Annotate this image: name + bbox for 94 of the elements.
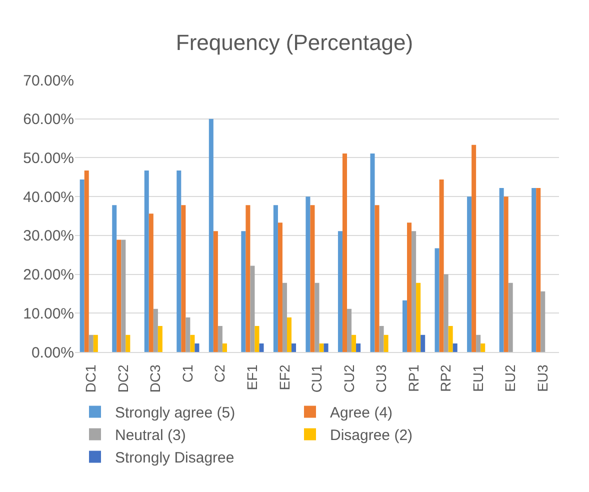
bar — [480, 343, 486, 352]
bar — [250, 266, 255, 352]
x-tick-label: DC2 — [114, 364, 131, 393]
bar — [452, 343, 458, 352]
bar — [218, 326, 222, 352]
bar — [476, 334, 481, 352]
bar — [126, 334, 130, 352]
y-tick-label: 40.00% — [23, 188, 74, 206]
chart-title: Frequency (Percentage) — [176, 30, 414, 55]
bar — [222, 343, 227, 352]
bar — [121, 240, 126, 352]
bar — [144, 170, 149, 352]
bar — [213, 231, 218, 352]
x-tick-label: DC3 — [147, 364, 164, 393]
y-tick-label: 20.00% — [23, 266, 74, 284]
bar — [536, 188, 541, 352]
legend-label: Strongly agree (5) — [115, 404, 236, 422]
bar — [241, 231, 246, 352]
bar — [310, 205, 315, 352]
bar — [374, 205, 380, 352]
bar — [314, 282, 320, 352]
x-tick-label: EU2 — [502, 364, 518, 392]
x-tick-label: C1 — [179, 364, 196, 383]
bar — [273, 205, 278, 352]
bar — [499, 188, 504, 352]
bar — [84, 170, 89, 352]
bar — [434, 248, 440, 352]
bar — [444, 274, 448, 352]
x-tick-label: RP1 — [405, 364, 422, 392]
y-tick-label: 10.00% — [23, 305, 74, 322]
x-tick-label: EF1 — [244, 364, 260, 390]
bar — [186, 317, 190, 352]
bar — [254, 326, 260, 352]
bar — [286, 317, 292, 352]
bar — [402, 300, 408, 352]
bar — [416, 282, 421, 352]
x-tick-label: RP2 — [438, 364, 454, 392]
legend-label: Disagree (2) — [330, 427, 413, 444]
bar — [148, 214, 154, 352]
bar — [467, 196, 472, 352]
bar — [384, 334, 388, 352]
bar — [356, 343, 361, 352]
bar — [532, 188, 536, 352]
bar — [80, 179, 84, 352]
bar — [176, 170, 182, 352]
legend-label: Neutral (3) — [115, 427, 186, 444]
bar — [208, 118, 214, 352]
bar — [412, 231, 416, 352]
bar — [306, 196, 310, 352]
bar — [472, 144, 476, 352]
legend-label: Agree (4) — [330, 404, 393, 422]
legend-label: Strongly Disagree — [115, 450, 234, 467]
bar — [448, 326, 453, 352]
bar — [282, 282, 287, 352]
bar — [338, 231, 342, 352]
bar — [504, 196, 508, 352]
bar — [112, 205, 117, 352]
y-tick-label: 60.00% — [23, 111, 74, 128]
bar — [407, 222, 412, 352]
bar — [116, 240, 122, 352]
bar — [292, 343, 296, 352]
bar — [370, 153, 375, 352]
x-tick-label: EF2 — [276, 364, 292, 390]
y-tick-label: 50.00% — [23, 150, 74, 167]
bar — [319, 343, 324, 352]
bar — [420, 334, 426, 352]
x-tick-label: CU2 — [340, 364, 357, 393]
bar — [540, 291, 546, 352]
bar — [352, 334, 356, 352]
bar — [508, 282, 513, 352]
y-tick-label: 70.00% — [23, 72, 74, 90]
bar — [88, 334, 94, 352]
bar — [347, 308, 352, 352]
bar — [246, 205, 250, 352]
bar — [190, 334, 195, 352]
x-tick-label: EU1 — [470, 364, 486, 392]
x-tick-label: C2 — [212, 364, 228, 383]
y-tick-label: 0.00% — [31, 344, 74, 362]
bar — [259, 343, 264, 352]
bar — [324, 343, 328, 352]
x-tick-label: CU3 — [373, 364, 390, 393]
bar — [342, 153, 348, 352]
bar — [278, 222, 282, 352]
bar — [379, 326, 384, 352]
bar — [153, 308, 158, 352]
bar — [93, 334, 98, 352]
bar — [194, 343, 200, 352]
bar — [439, 179, 444, 352]
x-tick-label: CU1 — [308, 364, 325, 393]
y-tick-label: 30.00% — [23, 228, 74, 245]
x-tick-label: DC1 — [82, 364, 99, 393]
x-tick-label: EU3 — [534, 364, 550, 392]
bar — [181, 205, 186, 352]
bar — [158, 326, 162, 352]
